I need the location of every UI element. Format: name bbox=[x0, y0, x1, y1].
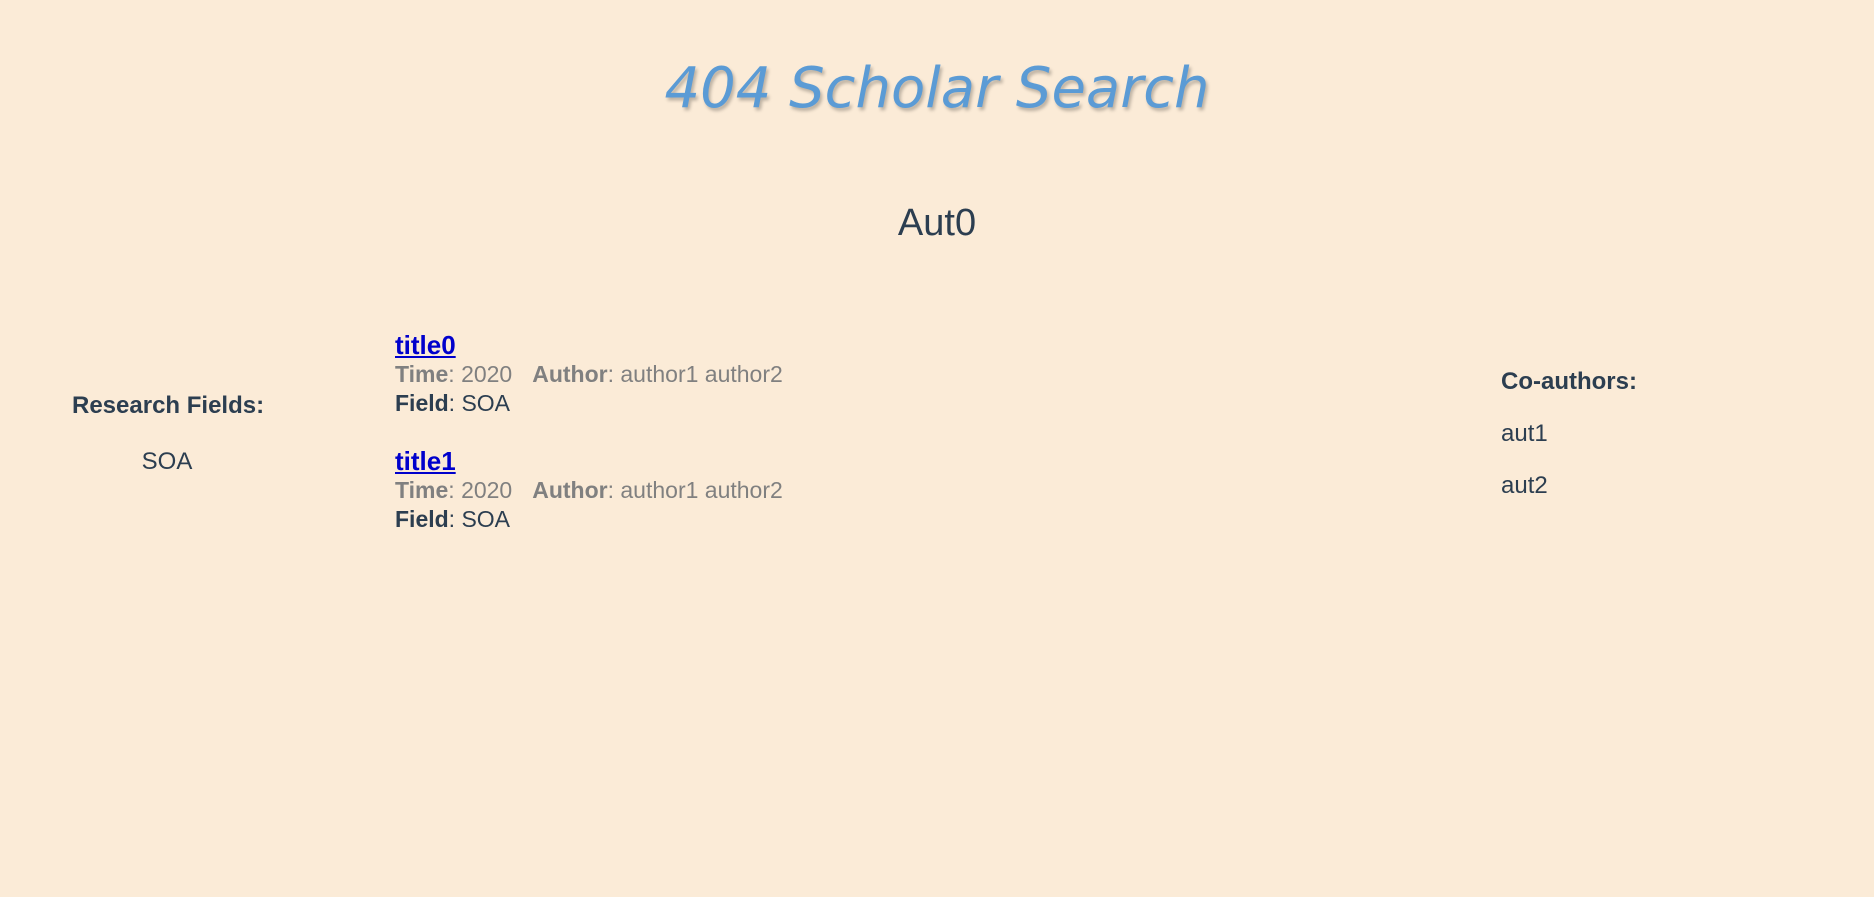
coauthors-heading: Co-authors: bbox=[1501, 368, 1637, 395]
paper-time: 2020 bbox=[461, 477, 513, 503]
paper-authors: author1 author2 bbox=[620, 361, 783, 387]
coauthors-panel: Co-authors: aut1 aut2 bbox=[1501, 368, 1801, 500]
paper-title-link[interactable]: title1 bbox=[395, 446, 456, 476]
research-fields-panel: Research Fields: SOA bbox=[72, 392, 265, 486]
paper-meta: Time: 2020 Author: author1 author2 bbox=[395, 361, 783, 387]
research-fields-heading: Research Fields: bbox=[72, 392, 265, 419]
field-label: Field bbox=[395, 506, 449, 532]
paper-field: SOA bbox=[461, 506, 511, 532]
coauthor-link[interactable]: aut2 bbox=[1501, 472, 1548, 499]
field-label: Field bbox=[395, 390, 449, 416]
author-label: Author bbox=[532, 477, 608, 503]
paper-field-line: Field: SOA bbox=[395, 506, 511, 532]
research-field-item: SOA bbox=[141, 448, 193, 475]
time-label: Time bbox=[395, 361, 449, 387]
paper-meta: Time: 2020 Author: author1 author2 bbox=[395, 477, 783, 503]
paper-item: title0 Time: 2020 Author: author1 author2… bbox=[395, 330, 1295, 418]
paper-field: SOA bbox=[461, 390, 511, 416]
paper-authors: author1 author2 bbox=[620, 477, 783, 503]
author-name-heading: Aut0 bbox=[897, 202, 977, 244]
time-label: Time bbox=[395, 477, 449, 503]
paper-list: title0 Time: 2020 Author: author1 author2… bbox=[395, 330, 1295, 562]
paper-item: title1 Time: 2020 Author: author1 author2… bbox=[395, 446, 1295, 534]
paper-title-link[interactable]: title0 bbox=[395, 330, 456, 360]
coauthor-link[interactable]: aut1 bbox=[1501, 420, 1548, 447]
paper-time: 2020 bbox=[461, 361, 513, 387]
author-label: Author bbox=[532, 361, 608, 387]
research-fields-list: SOA bbox=[72, 448, 262, 476]
site-logo-title[interactable]: 404 Scholar Search bbox=[664, 56, 1210, 121]
paper-field-line: Field: SOA bbox=[395, 390, 511, 416]
